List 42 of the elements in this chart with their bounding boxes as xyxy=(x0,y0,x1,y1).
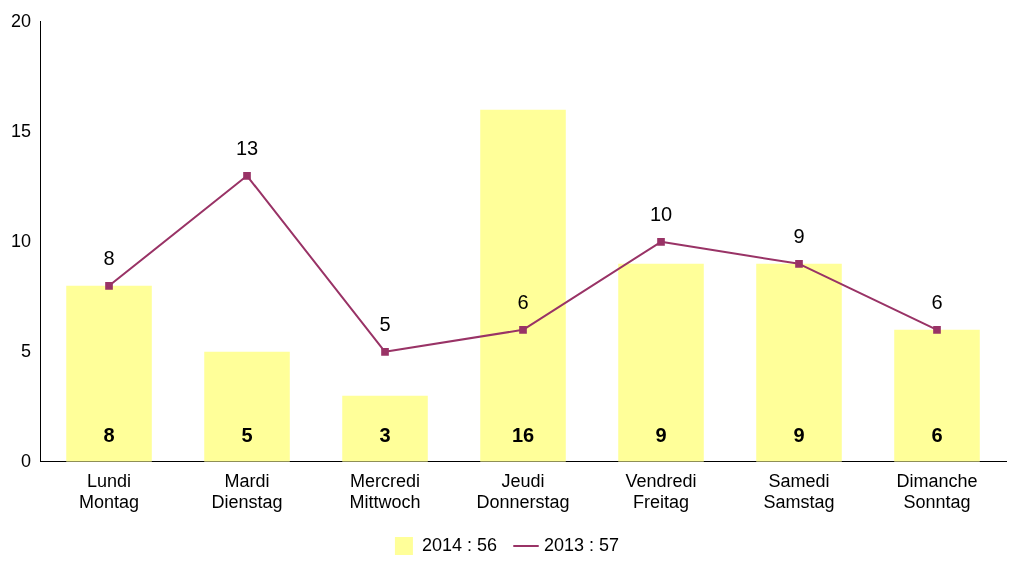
data-label: 6 xyxy=(517,291,529,314)
data-label: 6 xyxy=(931,424,943,447)
point xyxy=(519,325,527,334)
point xyxy=(105,281,113,290)
data-label: 5 xyxy=(241,424,253,447)
point xyxy=(381,347,389,356)
y-tick-label: 10 xyxy=(10,230,32,251)
x-tick-label: Mardi Dienstag xyxy=(211,470,283,513)
x-tick-label: Dimanche Sonntag xyxy=(896,470,978,513)
point xyxy=(243,171,251,180)
bar xyxy=(756,263,842,462)
bar xyxy=(894,329,980,462)
point xyxy=(795,259,803,268)
data-label: 6 xyxy=(931,291,943,314)
bar xyxy=(342,395,428,462)
bar xyxy=(480,109,566,462)
data-label: 8 xyxy=(103,424,115,447)
data-label: 13 xyxy=(235,137,259,160)
legend-label: 2013 : 57 xyxy=(544,534,620,555)
data-label: 9 xyxy=(793,424,805,447)
bar xyxy=(66,285,152,462)
y-tick-label: 20 xyxy=(10,10,32,31)
bar xyxy=(618,263,704,462)
y-tick-label: 15 xyxy=(10,120,32,141)
y-tick-label: 0 xyxy=(21,450,32,471)
x-tick-label: Samedi Samstag xyxy=(763,470,835,513)
legend-label: 2014 : 56 xyxy=(421,534,498,555)
x-tick-label: Jeudi Donnerstag xyxy=(476,470,570,513)
data-label: 5 xyxy=(379,313,391,336)
data-label: 9 xyxy=(655,424,667,447)
x-tick-label: Vendredi Freitag xyxy=(625,470,697,513)
data-label: 16 xyxy=(511,424,535,447)
x-tick-label: Lundi Montag xyxy=(79,470,140,513)
data-label: 8 xyxy=(103,247,115,270)
data-label: 10 xyxy=(649,203,673,226)
data-label: 9 xyxy=(793,225,805,248)
data-label: 3 xyxy=(379,424,391,447)
y-tick-label: 5 xyxy=(21,340,32,361)
x-tick-label: Mercredi Mittwoch xyxy=(349,470,421,513)
point xyxy=(933,325,941,334)
point xyxy=(657,237,665,246)
bar xyxy=(204,351,290,462)
